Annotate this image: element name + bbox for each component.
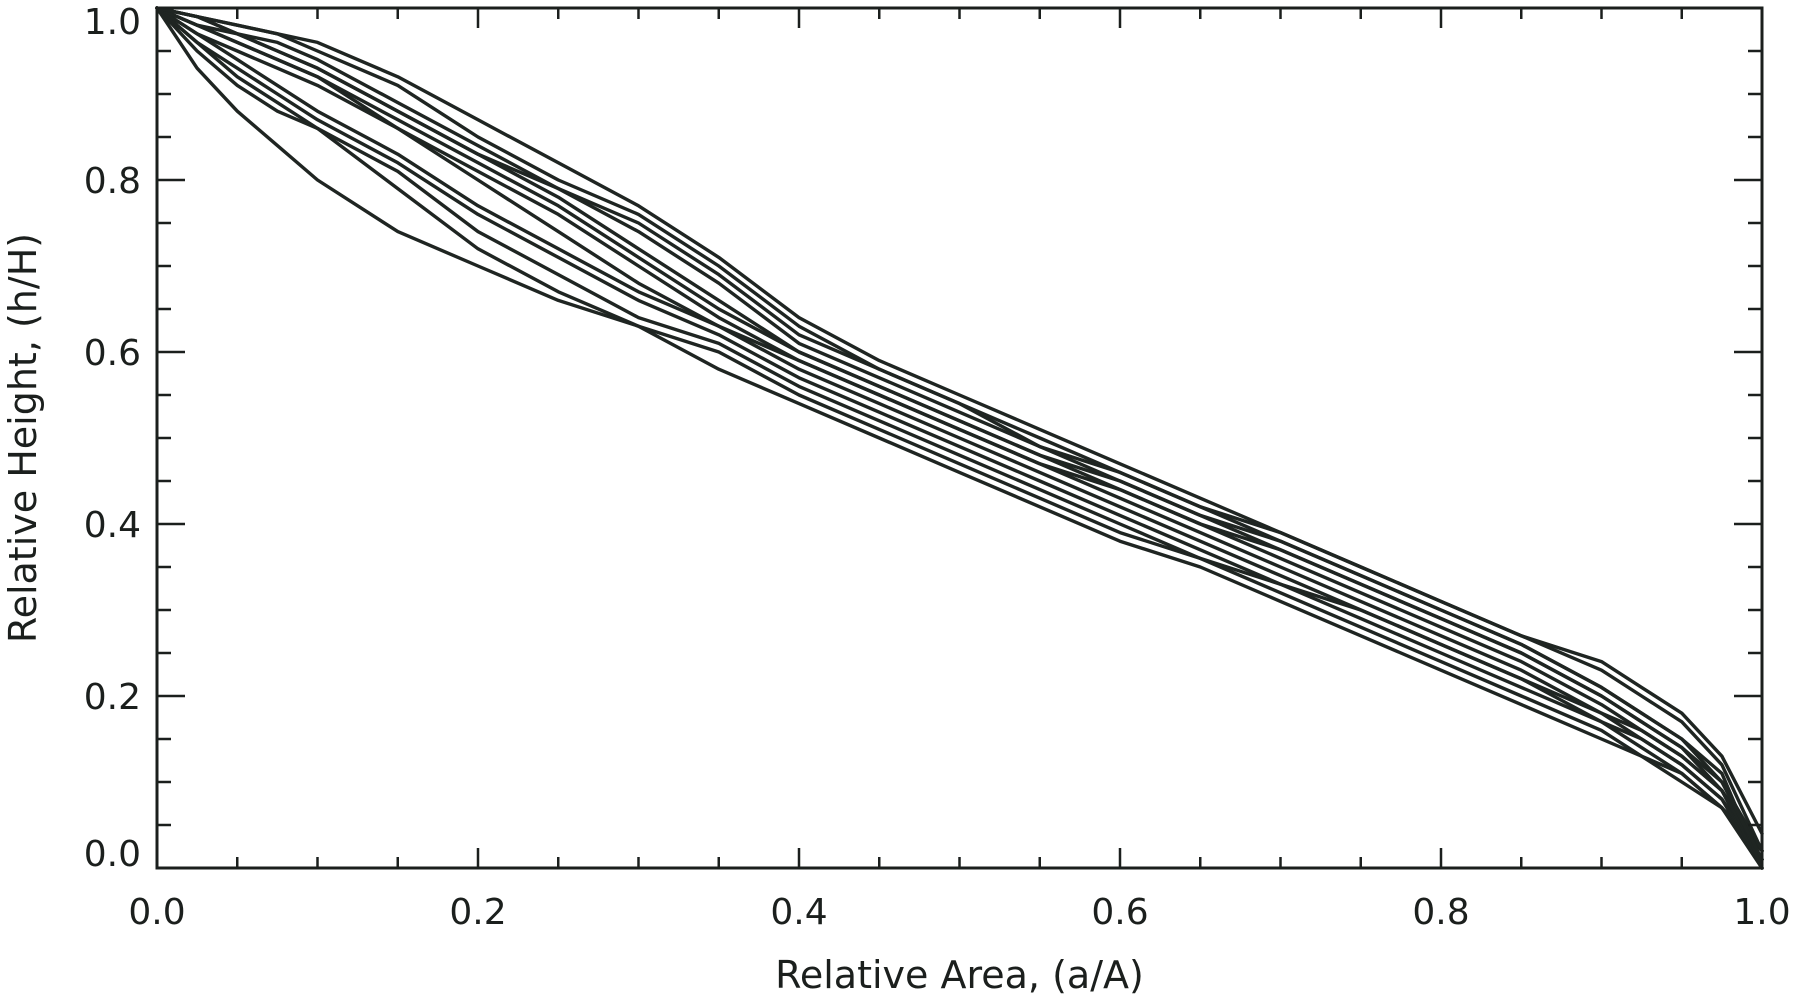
series-line-1	[155, 6, 1764, 870]
series-line-13	[155, 6, 1764, 836]
x-tick-label: 0.4	[770, 892, 827, 933]
series-line-5	[155, 6, 1764, 862]
x-tick-labels: 0.0 0.2 0.4 0.6 0.8 1.0	[128, 892, 1790, 933]
y-tick-label: 0.2	[84, 677, 141, 718]
curves-layer	[155, 6, 1764, 870]
series-line-2	[155, 6, 1764, 862]
x-tick-label: 0.2	[449, 892, 506, 933]
series-line-11	[155, 6, 1764, 862]
series-line-12	[155, 6, 1764, 853]
plot-frame	[155, 6, 1764, 870]
y-tick-label: 0.8	[84, 161, 141, 202]
y-tick-label: 0.6	[84, 333, 141, 374]
x-tick-label: 1.0	[1733, 892, 1790, 933]
x-axis-title: Relative Area, (a/A)	[775, 953, 1144, 997]
series-line-8	[155, 6, 1764, 862]
x-tick-label: 0.0	[128, 892, 185, 933]
y-axis-title: Relative Height, (h/H)	[1, 233, 45, 643]
ticks-layer	[155, 6, 1764, 870]
series-line-4	[155, 6, 1764, 870]
y-tick-label: 0.0	[84, 834, 141, 875]
y-tick-label: 0.4	[84, 505, 141, 546]
x-tick-label: 0.6	[1091, 892, 1148, 933]
y-tick-labels: 0.0 0.2 0.4 0.6 0.8 1.0	[84, 2, 141, 875]
x-tick-label: 0.8	[1412, 892, 1469, 933]
y-tick-label: 1.0	[84, 2, 141, 43]
